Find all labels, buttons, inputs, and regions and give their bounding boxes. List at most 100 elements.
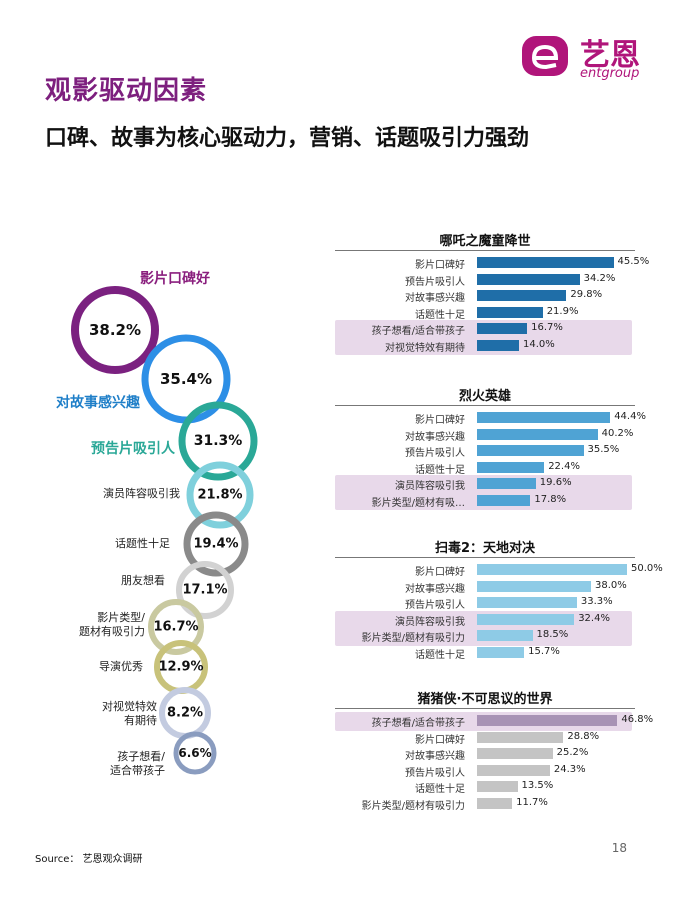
bar-value-label: 44.4%	[614, 411, 646, 422]
bar-category-label: 孩子想看/适合带孩子	[371, 326, 465, 337]
bar	[477, 564, 627, 575]
bar-value-label: 38.0%	[595, 579, 627, 591]
logo-icon	[522, 36, 568, 76]
bar	[477, 306, 543, 318]
bar-category-label: 影片类型/题材有吸引力	[361, 800, 465, 812]
bar-value-label: 40.2%	[601, 427, 634, 439]
bar	[477, 731, 564, 743]
logo-brand-en: entgroup	[580, 66, 640, 81]
bar	[477, 257, 614, 268]
panel-title: 烈火英雄	[458, 389, 511, 404]
bar-category-label: 演员阵容吸引我	[395, 616, 465, 628]
bar-value-label: 19.6%	[539, 477, 572, 488]
bar	[477, 339, 519, 351]
bar-category-label: 演员阵容吸引我	[395, 481, 465, 492]
panel-divider	[335, 405, 635, 406]
ring-4	[186, 461, 254, 529]
bar	[477, 461, 545, 473]
bar-value-label: 15.7%	[528, 645, 560, 657]
panel-title: 哪吒之魔童降世	[439, 234, 531, 249]
ring-5	[183, 511, 249, 577]
bar-value-label: 17.8%	[534, 493, 567, 505]
bar-value-label: 29.8%	[570, 289, 603, 300]
panel-title: 扫毒2：天地对决	[434, 541, 536, 556]
bar-category-label: 话题性十足	[415, 309, 465, 321]
bar-category-label: 对故事感兴趣	[405, 293, 465, 304]
bar	[477, 494, 531, 506]
bar	[477, 715, 618, 726]
ring-1	[71, 286, 159, 374]
bar-category-label: 对故事感兴趣	[405, 583, 465, 595]
bar-category-label: 影片类型/题材有吸…	[371, 497, 465, 509]
ring-10	[173, 731, 217, 775]
bar-value-label: 22.4%	[548, 460, 580, 472]
bar	[477, 445, 584, 456]
bar-category-label: 影片口碑好	[415, 567, 465, 578]
bar	[477, 428, 598, 440]
bar-value-label: 14.0%	[523, 338, 555, 350]
bar	[477, 478, 536, 489]
bar-value-label: 45.5%	[617, 256, 650, 267]
film-panel: 扫毒2：天地对决影片口碑好 50.0% 对故事感兴趣 38.0% 预告片吸引人 33.3%…	[335, 537, 663, 667]
driver-rings-chart	[71, 286, 258, 775]
bar-value-label: 18.5%	[536, 629, 569, 640]
bar-value-label: 11.7%	[516, 796, 548, 808]
bar-category-label: 对视觉特效有期待	[385, 342, 465, 354]
bar-category-label: 对故事感兴趣	[405, 431, 465, 443]
ring-3	[178, 401, 258, 481]
bar	[477, 412, 611, 423]
bar	[477, 630, 533, 641]
bar-category-label: 对故事感兴趣	[405, 751, 465, 762]
bar-category-label: 影片口碑好	[415, 734, 465, 746]
bar	[477, 597, 577, 608]
page-number: 18	[611, 841, 627, 855]
bar-value-label: 32.4%	[578, 612, 610, 624]
bar	[477, 797, 513, 809]
bar	[477, 764, 550, 776]
ring-7	[148, 599, 204, 655]
bar-value-label: 13.5%	[521, 780, 554, 791]
bar	[477, 580, 591, 592]
bar	[477, 781, 518, 792]
bar-category-label: 话题性十足	[415, 464, 465, 476]
ring-9	[159, 687, 211, 739]
bar-category-label: 话题性十足	[415, 649, 465, 661]
source-note: Source： 艺恩观众调研	[35, 854, 143, 865]
bar-category-label: 话题性十足	[415, 784, 465, 795]
film-panel: 烈火英雄影片口碑好 44.4% 对故事感兴趣 40.2% 预告片吸引人 35.5% 话题性十…	[335, 385, 646, 515]
bar-value-label: 33.3%	[580, 596, 613, 607]
page-subtitle: 口碑、故事为核心驱动力，营销、话题吸引力强劲	[45, 126, 530, 151]
bar-category-label: 影片口碑好	[415, 260, 465, 271]
bar-value-label: 25.2%	[556, 747, 589, 758]
panel-divider	[335, 250, 635, 251]
panel-divider	[335, 708, 635, 709]
bar-category-label: 影片口碑好	[415, 415, 465, 426]
film-panel: 猪猪侠·不可思议的世界孩子想看/适合带孩子 46.8% 影片口碑好 28.8% 对故事感…	[335, 688, 653, 818]
bar-value-label: 34.2%	[583, 272, 616, 284]
bar-value-label: 21.9%	[546, 305, 579, 317]
bar	[477, 646, 525, 658]
bar-category-label: 预告片吸引人	[405, 276, 465, 288]
bar	[477, 290, 567, 301]
panel-divider	[335, 557, 635, 558]
bar-category-label: 预告片吸引人	[405, 600, 465, 611]
bar-value-label: 35.5%	[587, 444, 620, 455]
bar-category-label: 预告片吸引人	[405, 767, 465, 779]
bar-value-label: 50.0%	[631, 563, 663, 574]
bar	[477, 273, 580, 285]
ring-6	[176, 561, 234, 619]
bar-value-label: 24.3%	[553, 763, 586, 775]
bar-value-label: 28.8%	[567, 730, 600, 742]
panel-title: 猪猪侠·不可思议的世界	[417, 692, 553, 707]
bar	[477, 613, 575, 625]
logo-brand-cn: 艺恩	[580, 38, 640, 73]
bar-category-label: 预告片吸引人	[405, 448, 465, 459]
entgroup-logo: 艺恩 entgroup	[518, 30, 658, 82]
bar-value-label: 16.7%	[531, 322, 563, 333]
bar-value-label: 46.8%	[621, 714, 654, 725]
bar-category-label: 孩子想看/适合带孩子	[371, 718, 465, 729]
bar-category-label: 影片类型/题材有吸引力	[361, 633, 465, 644]
bar	[477, 748, 553, 759]
film-panel: 哪吒之魔童降世影片口碑好 45.5% 预告片吸引人 34.2% 对故事感兴趣 29.8% 话…	[335, 230, 649, 360]
page-title: 观影驱动因素	[45, 76, 208, 106]
